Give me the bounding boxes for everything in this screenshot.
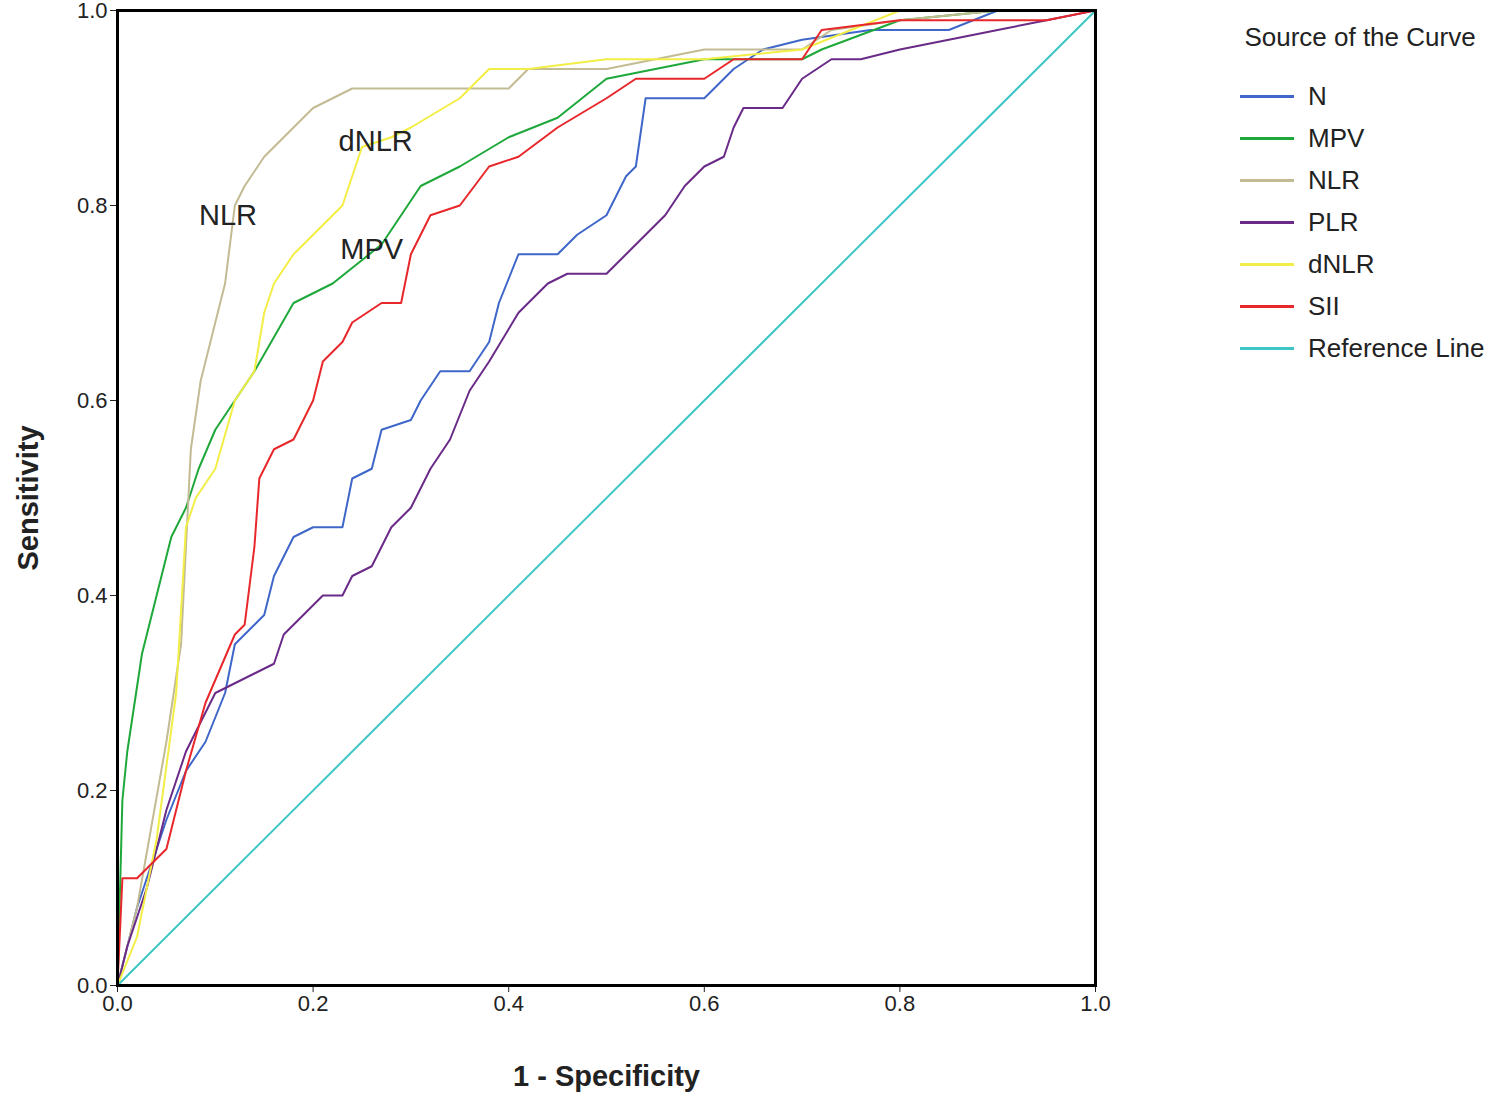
html-text:Reference Line: Reference Line xyxy=(1308,332,1485,363)
svg-text:0.4: 0.4 xyxy=(493,991,524,1016)
html-text:N: N xyxy=(1308,80,1327,111)
svg-text:1.0: 1.0 xyxy=(77,0,108,23)
svg-text:0.4: 0.4 xyxy=(77,583,108,608)
html-text:SII: SII xyxy=(1308,290,1340,321)
html-text:PLR: PLR xyxy=(1308,206,1359,237)
html-text:MPV: MPV xyxy=(1308,122,1365,153)
svg-text:0.8: 0.8 xyxy=(77,193,108,218)
svg-text:MPV: MPV xyxy=(340,233,404,265)
svg-text:dNLR: dNLR xyxy=(339,125,413,157)
svg-text:0.6: 0.6 xyxy=(77,388,108,413)
svg-text:0.2: 0.2 xyxy=(298,991,329,1016)
html-text:dNLR: dNLR xyxy=(1308,248,1375,279)
svg-text:0.6: 0.6 xyxy=(689,991,720,1016)
svg-text:1.0: 1.0 xyxy=(1080,991,1111,1016)
svg-text:NLR: NLR xyxy=(199,199,257,231)
svg-text:0.8: 0.8 xyxy=(885,991,916,1016)
svg-text:0.2: 0.2 xyxy=(77,778,108,803)
html-text:NLR: NLR xyxy=(1308,164,1360,195)
svg-text:0.0: 0.0 xyxy=(102,991,133,1016)
svg-text:Sensitivity: Sensitivity xyxy=(12,425,44,570)
svg-text:0.0: 0.0 xyxy=(76,972,108,998)
html-text:Source of the Curve: Source of the Curve xyxy=(1244,22,1476,52)
svg-text:1 - Specificity: 1 - Specificity xyxy=(513,1060,700,1092)
